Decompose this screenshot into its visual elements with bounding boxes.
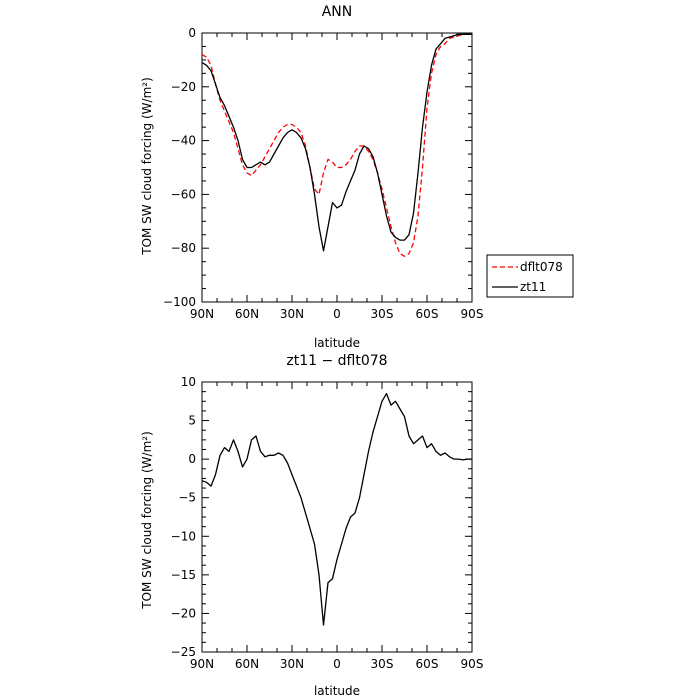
top-y-tick-label: 0 — [188, 26, 196, 40]
top-x-tick-label: 60S — [416, 307, 439, 321]
top-x-tick-label: 30N — [280, 307, 304, 321]
top-x-tick-label: 30S — [371, 307, 394, 321]
bottom-x-tick-label: 30S — [371, 657, 394, 671]
top-y-tick-label: −100 — [163, 295, 196, 309]
top-y-tick-label: −80 — [171, 241, 196, 255]
bottom-y-tick-label: −20 — [171, 606, 196, 620]
top-y-tick-label: −40 — [171, 134, 196, 148]
bottom-y-tick-label: −25 — [171, 645, 196, 659]
bottom-plot-area: 90N 60N 30N 0 30S 60S 90S 10 5 0 −5 −10 −15 −20 −25 — [171, 375, 484, 671]
top-series-line-zt11 — [201, 33, 472, 252]
top-x-tick-label: 0 — [333, 307, 341, 321]
bottom-panel: zt11 − dflt078 latitude TOM SW cloud for… — [140, 353, 483, 698]
legend-label-zt11: zt11 — [520, 280, 546, 294]
legend-box — [486, 254, 574, 298]
top-plot-frame — [201, 32, 473, 303]
bottom-x-tick-label: 90S — [461, 657, 484, 671]
bottom-y-tick-label: −10 — [171, 529, 196, 543]
bottom-y-tick-label: 0 — [188, 452, 196, 466]
bottom-series-line-series-0 — [201, 392, 472, 626]
top-chart-title: ANN — [322, 4, 353, 20]
bottom-x-axis-label: latitude — [314, 684, 360, 698]
legend: dflt078 zt11 — [486, 254, 574, 298]
top-x-tick-label: 90N — [190, 307, 214, 321]
top-panel: ANN latitude TOM SW cloud forcing (W/m²)… — [140, 4, 483, 350]
bottom-x-tick-label: 30N — [280, 657, 304, 671]
bottom-y-tick-label: 10 — [181, 375, 196, 389]
top-x-tick-label: 60N — [235, 307, 259, 321]
bottom-plot-frame — [201, 381, 473, 653]
top-x-tick-label: 90S — [461, 307, 484, 321]
top-series-line-dflt078 — [201, 33, 472, 257]
bottom-x-tick-label: 60S — [416, 657, 439, 671]
top-plot-area: 90N 60N 30N 0 30S 60S 90S 0 −20 −40 −60 −80 −100 — [163, 26, 483, 321]
top-y-tick-label: −20 — [171, 80, 196, 94]
top-y-axis-label: TOM SW cloud forcing (W/m²) — [140, 77, 154, 256]
bottom-x-tick-label: 60N — [235, 657, 259, 671]
bottom-y-tick-label: −5 — [178, 491, 196, 505]
top-x-axis-label: latitude — [314, 336, 360, 350]
bottom-y-tick-label: −15 — [171, 568, 196, 582]
bottom-chart-title: zt11 − dflt078 — [286, 353, 387, 369]
bottom-y-tick-label: 5 — [188, 414, 196, 428]
top-y-tick-label: −60 — [171, 187, 196, 201]
legend-label-dflt078: dflt078 — [520, 260, 563, 274]
bottom-x-tick-label: 90N — [190, 657, 214, 671]
bottom-y-axis-label: TOM SW cloud forcing (W/m²) — [140, 431, 154, 610]
bottom-x-tick-label: 0 — [333, 657, 341, 671]
